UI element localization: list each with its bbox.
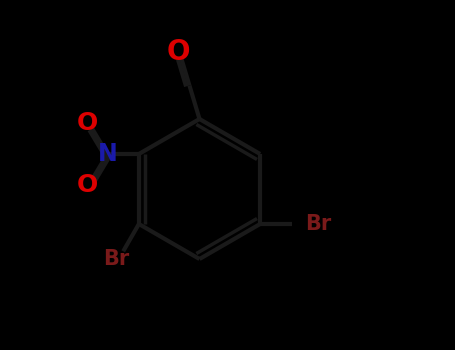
Text: O: O bbox=[76, 111, 98, 135]
Text: O: O bbox=[76, 173, 98, 197]
Text: Br: Br bbox=[306, 214, 332, 234]
Text: Br: Br bbox=[103, 249, 129, 269]
Text: N: N bbox=[97, 142, 117, 166]
Text: O: O bbox=[167, 38, 190, 66]
